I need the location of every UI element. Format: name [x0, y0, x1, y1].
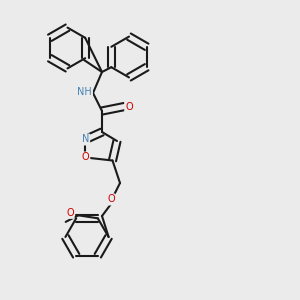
Text: O: O: [125, 101, 133, 112]
Text: O: O: [82, 152, 89, 163]
Text: N: N: [82, 134, 89, 145]
Text: NH: NH: [77, 86, 92, 97]
Text: O: O: [107, 194, 115, 205]
Text: O: O: [66, 208, 74, 218]
